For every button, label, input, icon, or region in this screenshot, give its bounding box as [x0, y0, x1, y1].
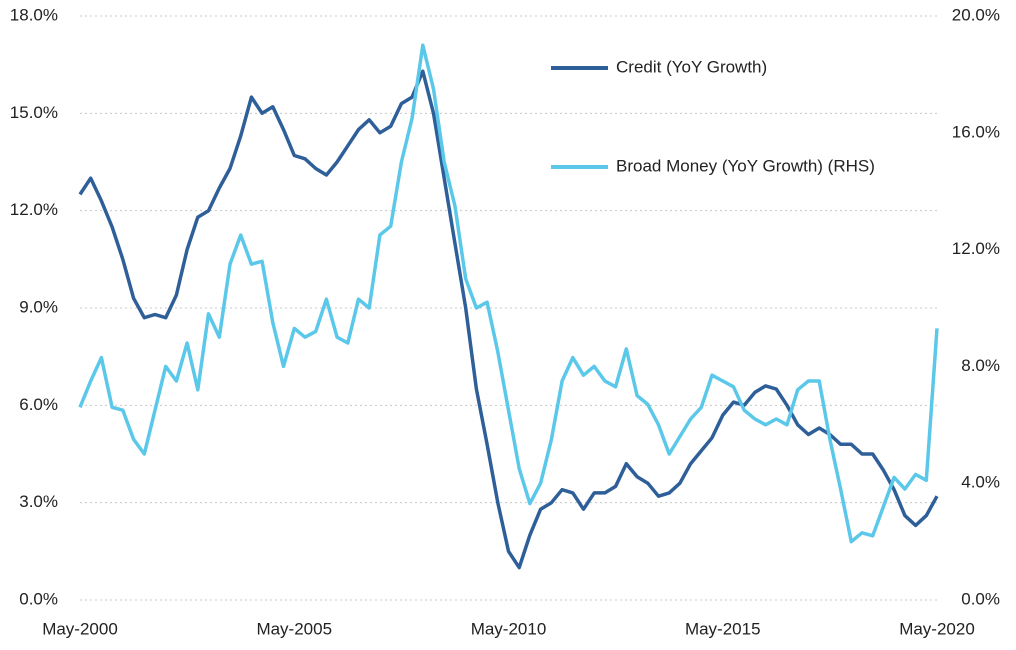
- y-tick-label: 9.0%: [19, 297, 58, 316]
- y2-tick-label: 0.0%: [961, 589, 1000, 608]
- y-tick-label: 18.0%: [10, 5, 58, 24]
- y-tick-label: 0.0%: [19, 589, 58, 608]
- y2-tick-label: 16.0%: [952, 122, 1000, 141]
- y-tick-label: 6.0%: [19, 395, 58, 414]
- x-tick-label: May-2015: [685, 619, 761, 638]
- y2-tick-label: 12.0%: [952, 239, 1000, 258]
- x-tick-label: May-2010: [471, 619, 547, 638]
- x-tick-label: May-2000: [42, 619, 118, 638]
- legend-label: Broad Money (YoY Growth) (RHS): [616, 156, 875, 175]
- y-tick-label: 12.0%: [10, 200, 58, 219]
- legend-label: Credit (YoY Growth): [616, 57, 767, 76]
- x-tick-label: May-2005: [256, 619, 332, 638]
- y-tick-label: 3.0%: [19, 492, 58, 511]
- x-tick-label: May-2020: [899, 619, 975, 638]
- y-tick-label: 15.0%: [10, 103, 58, 122]
- series-line: [78, 43, 939, 544]
- y2-tick-label: 8.0%: [961, 356, 1000, 375]
- y2-tick-label: 20.0%: [952, 5, 1000, 24]
- y2-tick-label: 4.0%: [961, 473, 1000, 492]
- series-line: [78, 69, 939, 570]
